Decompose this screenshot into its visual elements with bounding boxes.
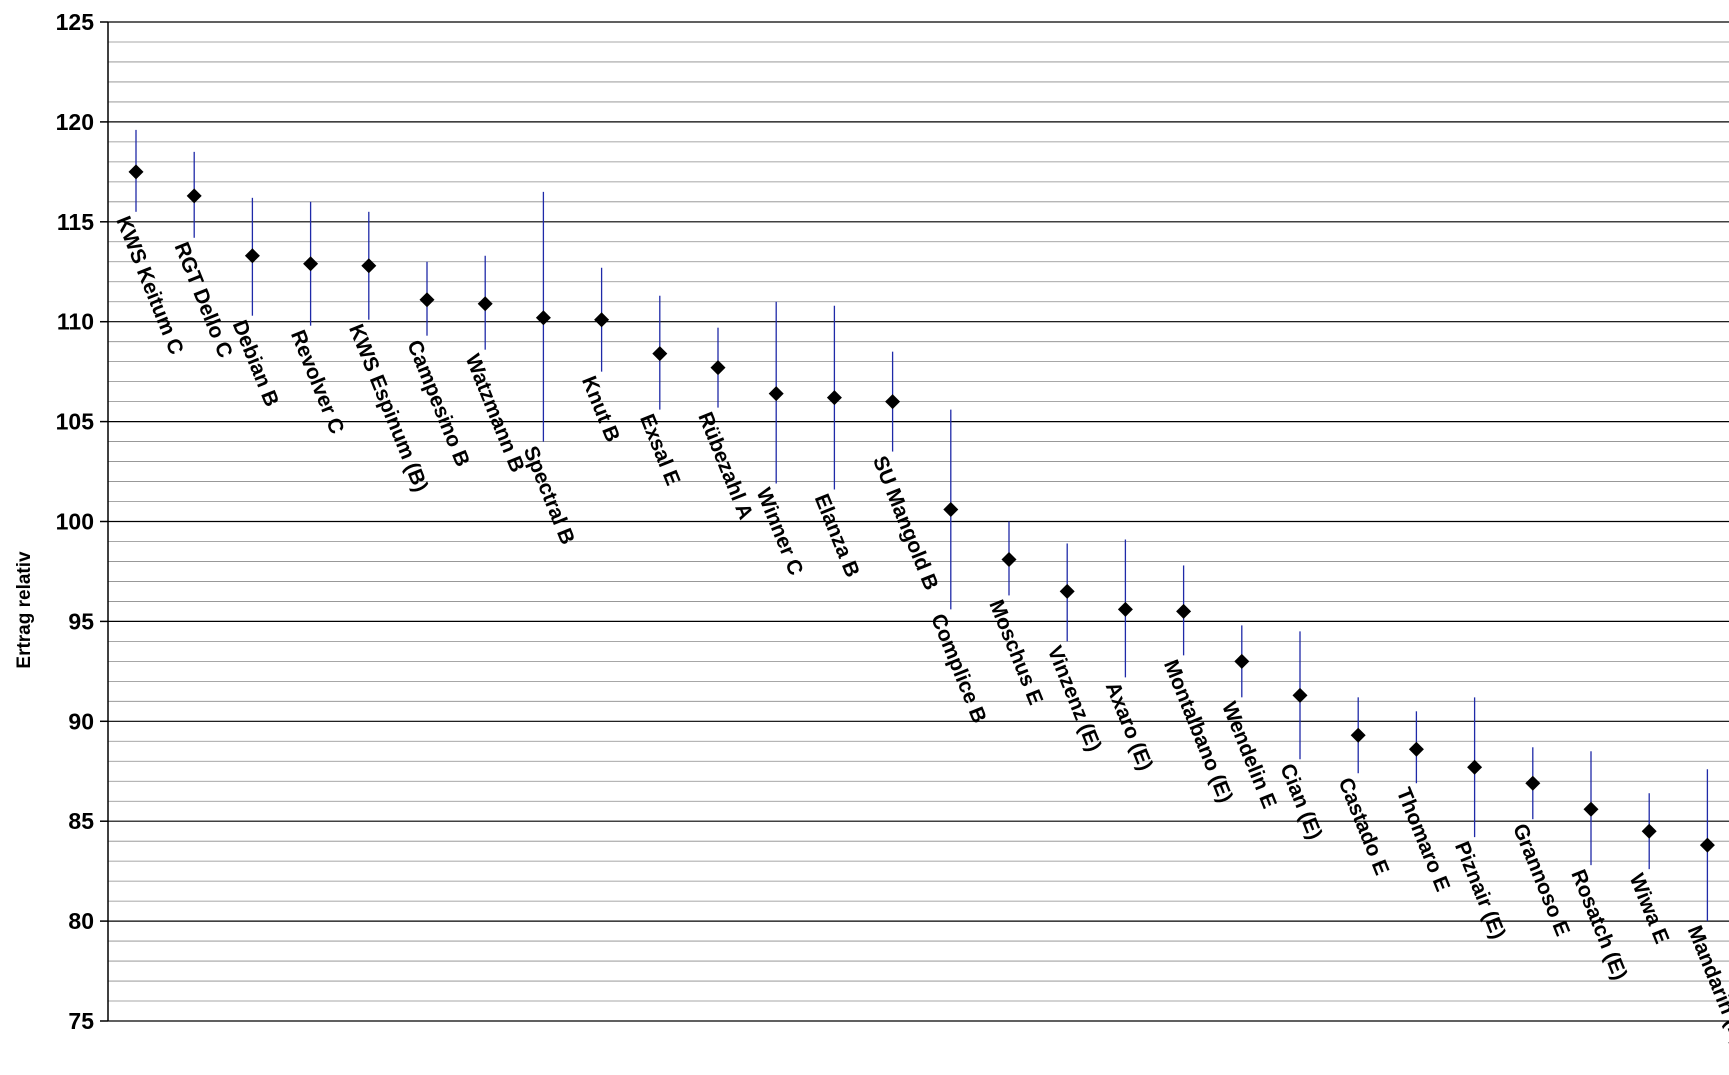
data-point: [128, 164, 144, 180]
data-point: [594, 312, 610, 328]
data-point: [885, 394, 901, 410]
category-label: Axaro (E): [1101, 679, 1157, 774]
data-point: [477, 296, 493, 312]
category-label: Exsal E: [635, 411, 684, 489]
grid: [108, 21, 1729, 1022]
category-label: Revolver C: [286, 327, 348, 437]
category-label: SU Mangold B: [868, 453, 943, 594]
category-label: Piznair (E): [1450, 838, 1510, 942]
data-point: [535, 310, 551, 326]
category-label: Winner C: [752, 485, 808, 579]
error-bars: [135, 129, 1709, 922]
y-tick-label: 105: [56, 409, 95, 435]
data-point: [1583, 801, 1599, 817]
y-axis-ticks: 75 80 85 90 95 100 105 110 115 120 125: [56, 9, 108, 1034]
data-point: [1641, 823, 1657, 839]
data-point: [361, 258, 377, 274]
category-label: Rosatch (E): [1566, 866, 1631, 983]
y-tick-label: 125: [56, 9, 95, 35]
data-points: [128, 164, 1715, 853]
data-point: [244, 248, 260, 264]
y-tick-label: 85: [68, 808, 94, 834]
category-label: Knut B: [577, 373, 624, 445]
data-point: [943, 502, 959, 518]
data-point: [303, 256, 319, 272]
data-point: [768, 386, 784, 402]
data-point: [1234, 653, 1250, 669]
data-point: [419, 292, 435, 308]
y-axis-title: Ertrag relativ: [14, 551, 35, 669]
y-tick-label: 120: [56, 109, 94, 135]
category-label: Wiwa E: [1625, 870, 1674, 947]
data-point: [1350, 727, 1366, 743]
y-tick-label: 110: [57, 309, 94, 335]
data-point: [1467, 759, 1483, 775]
category-label: KWS Keitum C: [111, 213, 187, 358]
data-point: [1001, 551, 1017, 567]
data-point: [826, 390, 842, 406]
data-point: [652, 346, 668, 362]
y-tick-label: 100: [56, 509, 94, 535]
y-tick-label: 80: [68, 908, 94, 934]
data-point: [1059, 583, 1075, 599]
category-label: Montalbano (E): [1159, 657, 1237, 806]
data-point: [710, 360, 726, 376]
category-label: Moschus E: [984, 597, 1047, 708]
data-point: [1408, 741, 1424, 757]
data-point: [1699, 837, 1715, 853]
category-label: Spectral B: [519, 443, 579, 548]
y-tick-label: 95: [68, 608, 94, 634]
data-point: [1176, 603, 1192, 619]
category-label: Vinzenz (E): [1043, 643, 1106, 755]
data-point: [1292, 687, 1308, 703]
data-point: [1525, 775, 1541, 791]
category-label: Castado E: [1334, 775, 1394, 879]
data-point: [186, 188, 202, 204]
y-tick-label: 115: [57, 209, 94, 235]
category-label: Complice B: [926, 611, 991, 727]
category-label: Debian B: [228, 317, 283, 410]
y-tick-label: 75: [68, 1008, 94, 1034]
y-tick-label: 90: [68, 708, 94, 734]
category-label: Elanza B: [810, 491, 864, 581]
data-point: [1117, 601, 1133, 617]
category-label: Rübezahl A: [693, 409, 757, 523]
